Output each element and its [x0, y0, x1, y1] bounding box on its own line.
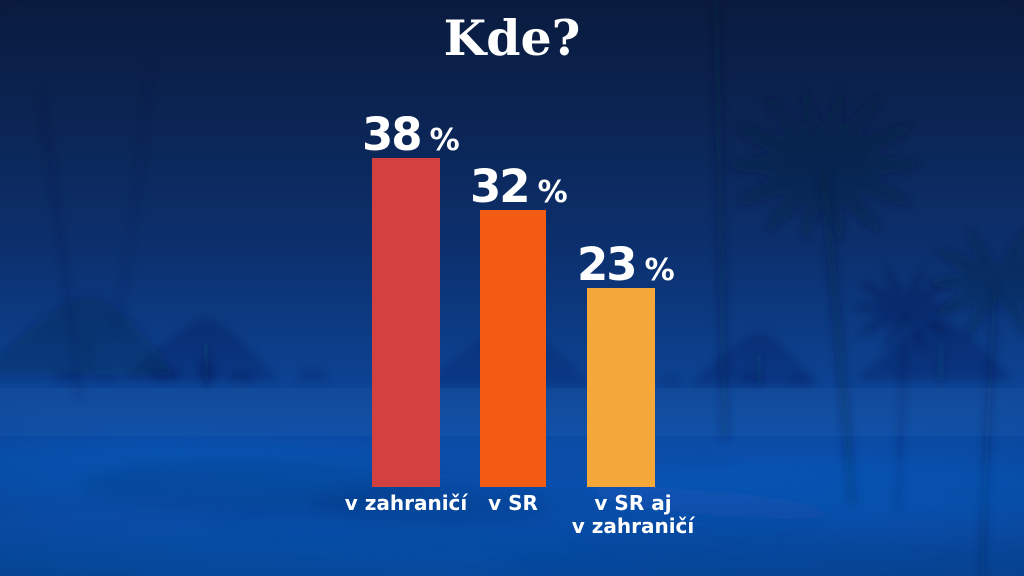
bar-value-label: 32% [470, 164, 568, 209]
palm-crown-silhouette [728, 89, 1024, 350]
bar [372, 158, 440, 487]
bar-category-label: v SR [488, 492, 538, 515]
bar-category-line1: v SR [488, 491, 538, 515]
bar-category-label: v zahraničí [345, 492, 468, 515]
bar-category-line1: v SR aj [594, 491, 672, 515]
bar [587, 288, 655, 487]
percent-sign: % [537, 175, 568, 210]
water-texture [0, 442, 1024, 576]
bar-category-line1: v zahraničí [344, 491, 468, 515]
bar-value-number: 38 [362, 108, 423, 161]
bar-value-label: 38% [362, 112, 460, 157]
bar-category-line2: v zahraničí [571, 514, 695, 538]
bar [480, 210, 546, 487]
bar-group-v-zahranici: 38% v zahraničí [345, 112, 468, 515]
bar-group-v-sr: 32% v SR [470, 164, 568, 515]
bar-category-label: v SR aj v zahraničí [572, 492, 695, 538]
slide-title: Kde? [443, 9, 581, 67]
bar-value-number: 23 [577, 238, 638, 291]
bar-value-label: 23% [577, 242, 675, 287]
bar-group-v-sr-aj-v-zahranici: 23% v SR aj v zahraničí [572, 242, 695, 538]
bar-value-number: 32 [470, 160, 531, 213]
percent-sign: % [429, 123, 460, 158]
percent-sign: % [644, 253, 675, 288]
